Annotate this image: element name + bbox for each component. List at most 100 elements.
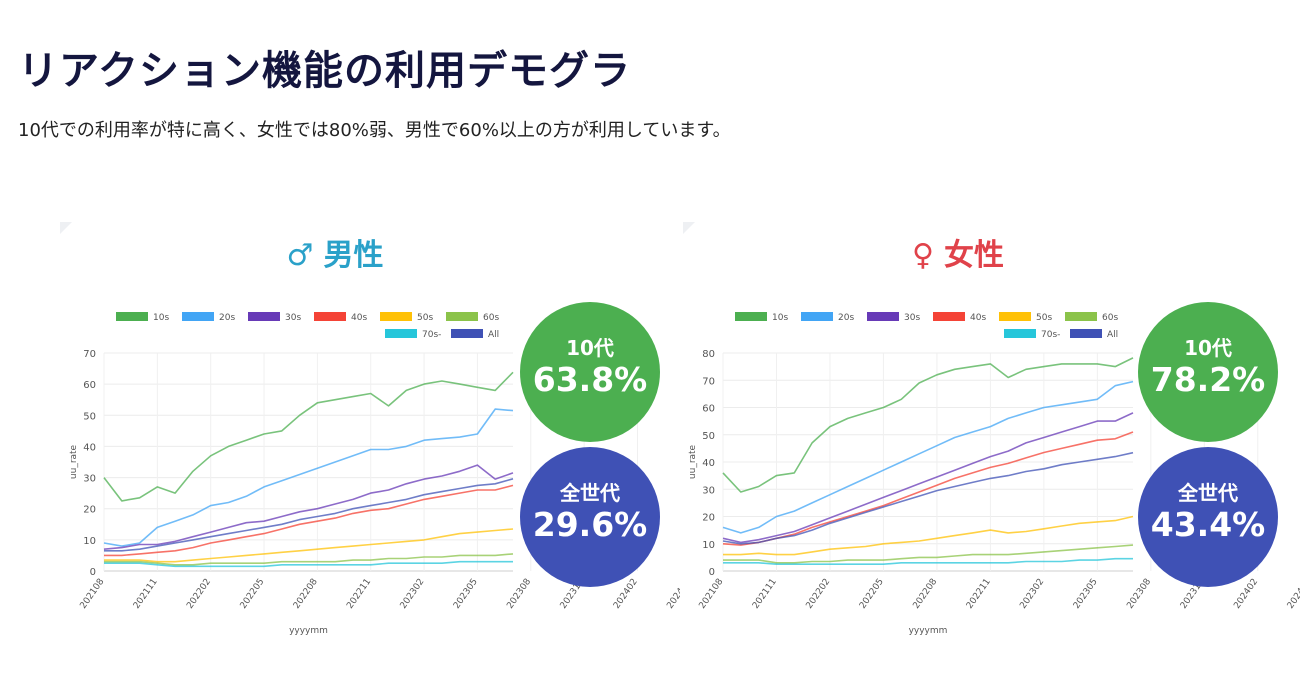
female-all-badge: 全世代 43.4% [1138,447,1278,587]
female-teen-badge: 10代 78.2% [1138,302,1278,442]
male-heading-label: 男性 [323,238,384,273]
x-tick-label: 202305 [452,577,480,611]
legend-label-50s: 50s [417,313,433,323]
legend-swatch-30s [867,312,899,321]
x-tick-label: 202108 [698,577,726,611]
male-heading: ♂ 男性 [210,230,460,274]
series-line-40s [722,431,1134,546]
x-tick-label: 202308 [1125,577,1153,611]
legend-label-40s: 40s [351,313,367,323]
page-title: リアクション機能の利用デモグラ [18,48,631,94]
legend-swatch-70s- [1004,329,1036,338]
male-panel: ♂ 男性 0 10 20 30 40 50 60 70 202108 202111 202202 202… [60,222,680,642]
x-axis-title: yyyymm [289,626,328,636]
legend-label-60s: 60s [1102,313,1118,323]
y-tick-label: 30 [702,485,715,496]
x-tick-label: 202111 [751,577,779,611]
legend-swatch-10s [735,312,767,321]
series-line-60s [723,544,1134,564]
legend-label-20s: 20s [838,313,854,323]
series-line-40s [104,484,514,557]
y-tick-label: 70 [83,349,96,360]
female-teen-badge-label: 10代 [1184,336,1232,360]
y-tick-label: 10 [702,540,715,551]
female-all-badge-value: 43.4% [1150,505,1266,544]
series-line-20s [722,380,1134,534]
legend-label-30s: 30s [285,313,301,323]
y-axis-title: uu_rate [69,444,79,479]
male-all-badge: 全世代 29.6% [520,447,660,587]
x-tick-label: 202405 [665,577,680,611]
y-tick-label: 0 [90,567,96,578]
male-symbol-icon: ♂ [286,238,314,273]
legend-swatch-30s [248,312,280,321]
corner-mark [683,222,695,234]
legend-label-60s: 60s [483,313,499,323]
legend-label-70s-: 70s- [1041,330,1060,340]
x-tick-label: 202302 [1018,577,1046,611]
x-tick-label: 202211 [345,577,373,611]
legend-label-30s: 30s [904,313,920,323]
female-heading-label: 女性 [943,238,1004,273]
x-tick-label: 202402 [1232,577,1260,611]
legend-swatch-50s [380,312,412,321]
legend-label-All: All [488,330,499,340]
series-line-10s [722,357,1134,493]
legend-swatch-20s [182,312,214,321]
legend-swatch-60s [446,312,478,321]
x-tick-label: 202205 [858,577,886,611]
series-line-All [722,451,1134,545]
x-tick-label: 202202 [805,577,833,611]
x-tick-label: 202202 [185,577,213,611]
series-line-30s [103,464,514,550]
female-line-chart: 0 10 20 30 40 50 60 70 80 202108 202111 202202 20220… [688,312,1300,636]
x-tick-label: 202211 [965,577,993,611]
series-line-70s- [104,560,513,568]
x-tick-label: 202208 [292,577,320,611]
legend-swatch-20s [801,312,833,321]
page-subtitle: 10代での利用率が特に高く、女性では80%弱、男性で60%以上の方が利用していま… [18,120,731,141]
legend-label-40s: 40s [970,313,986,323]
female-teen-badge-value: 78.2% [1150,360,1266,399]
legend-label-20s: 20s [219,313,235,323]
x-tick-label: 202305 [1072,577,1100,611]
series-line-50s [104,528,514,563]
female-heading: ♀ 女性 [833,230,1083,274]
y-tick-label: 70 [702,376,715,387]
x-tick-label: 202402 [612,577,640,611]
male-teen-badge-label: 10代 [566,336,614,360]
y-tick-label: 40 [702,458,715,469]
legend-swatch-50s [999,312,1031,321]
legend-swatch-40s [933,312,965,321]
legend-swatch-All [1070,329,1102,338]
y-tick-label: 60 [83,380,96,391]
y-tick-label: 40 [83,442,96,453]
male-all-badge-label: 全世代 [560,481,620,505]
legend-label-10s: 10s [772,313,788,323]
y-tick-label: 80 [702,349,715,360]
series-line-20s [103,408,514,547]
series-line-70s- [723,557,1133,566]
x-tick-label: 202302 [399,577,427,611]
legend-label-All: All [1107,330,1118,340]
y-tick-label: 50 [702,431,715,442]
legend-swatch-60s [1065,312,1097,321]
y-tick-label: 30 [83,474,96,485]
legend-label-70s-: 70s- [422,330,441,340]
series-line-50s [723,515,1134,556]
x-tick-label: 202205 [239,577,267,611]
series-line-All [104,478,514,552]
legend-swatch-40s [314,312,346,321]
x-tick-label: 202111 [132,577,160,611]
x-tick-label: 202308 [505,577,533,611]
y-tick-label: 60 [702,404,715,415]
female-symbol-icon: ♀ [912,238,934,273]
legend-label-50s: 50s [1036,313,1052,323]
y-tick-label: 10 [83,536,96,547]
y-tick-label: 0 [709,567,715,578]
series-line-10s [103,371,514,502]
series-line-60s [104,553,514,566]
legend-swatch-70s- [385,329,417,338]
y-axis-title: uu_rate [688,444,698,479]
legend-swatch-All [451,329,483,338]
